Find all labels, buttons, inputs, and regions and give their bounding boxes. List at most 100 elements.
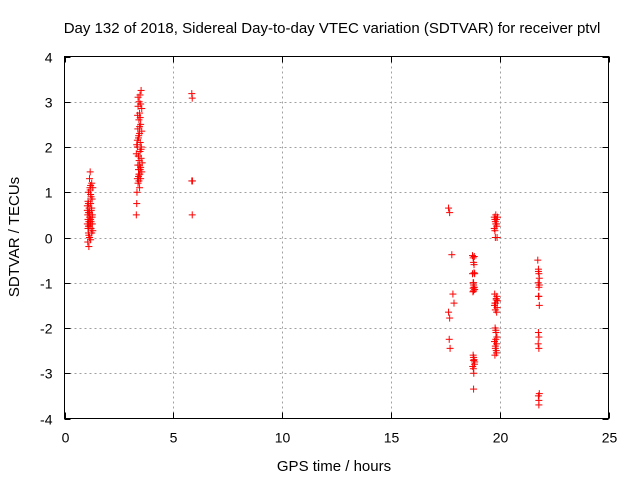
data-point-marker bbox=[134, 152, 142, 160]
data-point-marker bbox=[534, 340, 542, 348]
tick-labels: 0 5 10 15 20 25 -4 -3 -2 -1 0 1 2 3 4 bbox=[40, 50, 617, 446]
data-point-marker bbox=[492, 326, 500, 334]
data-point-marker bbox=[136, 170, 144, 178]
data-point-marker bbox=[136, 123, 144, 131]
data-point-marker bbox=[492, 349, 500, 357]
y-tick-label: 4 bbox=[45, 50, 53, 66]
data-point-marker bbox=[534, 267, 542, 275]
data-point-marker bbox=[446, 314, 454, 322]
data-point-marker bbox=[133, 188, 141, 196]
data-point-marker bbox=[133, 136, 141, 144]
y-tick-label: -4 bbox=[40, 412, 53, 428]
grid-lines bbox=[64, 56, 609, 419]
data-point-marker bbox=[470, 357, 478, 365]
chart-title: Day 132 of 2018, Sidereal Day-to-day VTE… bbox=[64, 20, 601, 37]
data-point-marker bbox=[86, 168, 94, 176]
data-point-marker bbox=[535, 292, 543, 300]
data-point-marker bbox=[492, 220, 500, 228]
data-point-marker bbox=[535, 401, 543, 409]
y-tick-label: 0 bbox=[45, 231, 53, 247]
data-point-marker bbox=[450, 299, 458, 307]
data-point-marker bbox=[470, 287, 478, 295]
data-point-marker bbox=[449, 290, 457, 298]
data-point-marker bbox=[89, 227, 97, 235]
data-point-marker bbox=[188, 177, 196, 185]
data-point-marker bbox=[84, 222, 92, 230]
data-point-marker bbox=[491, 227, 499, 235]
x-axis-label: GPS time / hours bbox=[277, 458, 391, 475]
data-point-marker bbox=[491, 299, 499, 307]
x-tick-label: 10 bbox=[275, 430, 291, 446]
data-point-marker bbox=[86, 175, 94, 183]
data-point-marker bbox=[134, 93, 142, 101]
data-point-marker bbox=[492, 335, 500, 343]
data-point-marker bbox=[445, 308, 453, 316]
y-tick-label: 1 bbox=[45, 185, 53, 201]
data-point-marker bbox=[535, 274, 543, 282]
y-tick-label: -3 bbox=[40, 366, 53, 382]
data-point-marker bbox=[493, 340, 501, 348]
data-point-marker bbox=[88, 195, 96, 203]
data-point-marker bbox=[470, 385, 478, 393]
data-point-marker bbox=[535, 333, 543, 341]
data-point-marker bbox=[493, 308, 501, 316]
data-point-marker bbox=[87, 191, 95, 199]
data-point-marker bbox=[137, 145, 145, 153]
data-point-marker bbox=[448, 251, 456, 259]
data-point-marker bbox=[188, 94, 196, 102]
data-point-marker bbox=[135, 132, 143, 140]
data-point-marker bbox=[135, 161, 143, 169]
data-point-marker bbox=[535, 301, 543, 309]
data-point-marker bbox=[135, 177, 143, 185]
data-point-marker bbox=[137, 86, 145, 94]
data-point-marker bbox=[535, 344, 543, 352]
data-point-marker bbox=[87, 218, 95, 226]
x-tick-label: 5 bbox=[170, 430, 178, 446]
data-point-marker bbox=[470, 269, 478, 277]
y-tick-label: 3 bbox=[45, 95, 53, 111]
y-tick-label: -1 bbox=[40, 276, 53, 292]
y-tick-label: -2 bbox=[40, 321, 53, 337]
data-point-marker bbox=[470, 261, 478, 269]
data-point-marker bbox=[445, 335, 453, 343]
y-tick-label: 2 bbox=[45, 140, 53, 156]
data-point-marker bbox=[491, 290, 499, 298]
data-point-marker bbox=[85, 231, 93, 239]
data-point-marker bbox=[85, 243, 93, 251]
data-point-marker bbox=[469, 270, 476, 278]
data-point-marker bbox=[133, 141, 141, 149]
data-point-marker bbox=[535, 281, 543, 289]
data-point-marker bbox=[88, 211, 96, 219]
x-tick-label: 0 bbox=[62, 430, 70, 446]
x-tick-label: 15 bbox=[384, 430, 400, 446]
data-point-marker bbox=[491, 344, 499, 352]
data-point-marker bbox=[470, 253, 478, 261]
data-point-marker bbox=[84, 197, 92, 205]
plot-frame bbox=[64, 56, 609, 419]
data-point-marker bbox=[138, 127, 146, 135]
data-point-marker bbox=[87, 236, 95, 244]
data-point-marker bbox=[534, 256, 542, 264]
data-point-marker bbox=[445, 204, 453, 212]
data-point-marker bbox=[492, 215, 500, 223]
data-point-marker bbox=[470, 369, 478, 377]
data-point-marker bbox=[493, 234, 501, 241]
x-tick-label: 20 bbox=[493, 430, 509, 446]
y-axis-label: SDTVAR / TECUs bbox=[6, 177, 23, 297]
data-point-marker bbox=[133, 200, 141, 208]
data-point-marker bbox=[470, 283, 478, 291]
data-point-marker bbox=[470, 360, 478, 368]
data-point-marker bbox=[136, 184, 144, 192]
data-point-marker bbox=[137, 100, 145, 108]
data-point-marker bbox=[134, 111, 142, 119]
data-point-marker bbox=[188, 211, 196, 219]
data-points bbox=[83, 86, 543, 409]
data-point-marker bbox=[446, 344, 454, 352]
data-point-marker bbox=[446, 209, 454, 217]
data-point-marker bbox=[492, 296, 500, 304]
axis-ticks bbox=[64, 56, 610, 420]
data-point-marker bbox=[138, 105, 146, 113]
data-point-marker bbox=[88, 204, 96, 212]
x-tick-label: 25 bbox=[602, 430, 618, 446]
